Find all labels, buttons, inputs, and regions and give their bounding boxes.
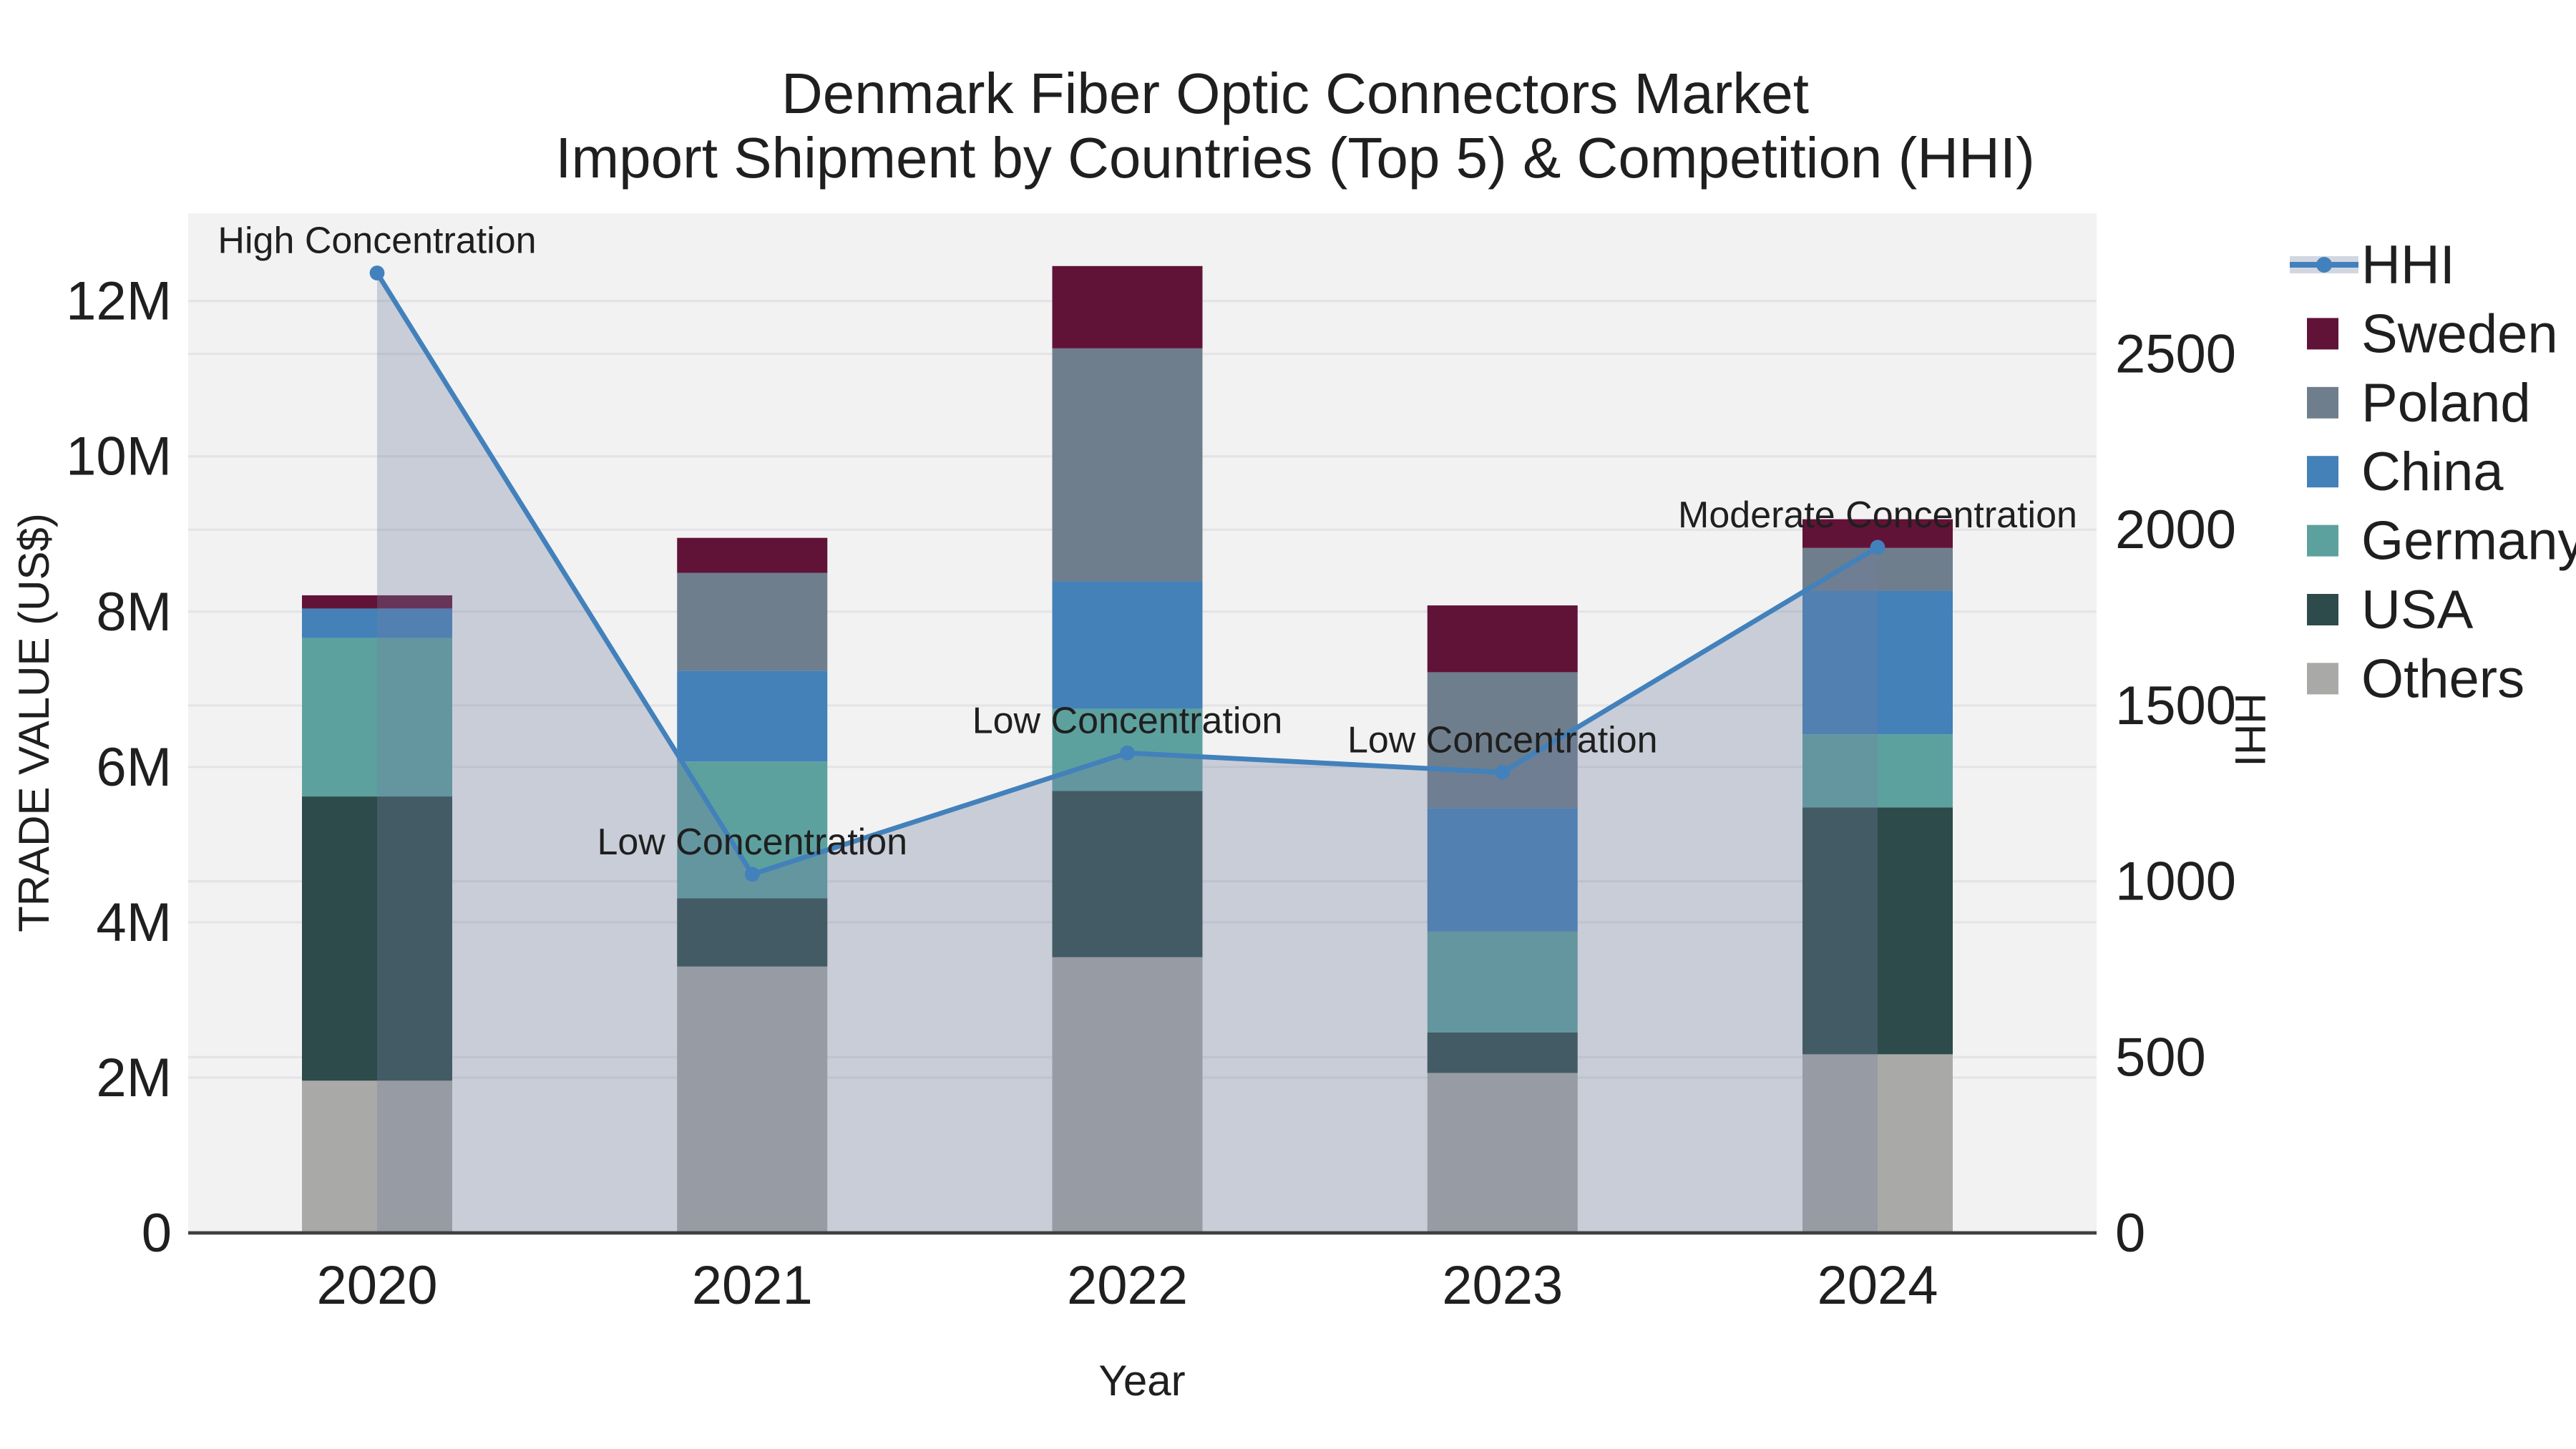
legend-label-hhi: HHI <box>2361 235 2455 296</box>
hhi-marker-2022 <box>1120 745 1135 761</box>
bar-2020-china <box>302 608 452 638</box>
bar-2021-china <box>677 670 828 762</box>
legend-swatch-others <box>2307 663 2338 695</box>
x-tick-2024: 2024 <box>1817 1255 1938 1316</box>
bar-2023-sweden <box>1427 605 1578 673</box>
bar-2022-others <box>1052 957 1203 1233</box>
legend-label-usa: USA <box>2361 580 2474 640</box>
legend-label-others: Others <box>2361 648 2524 709</box>
bar-2024-china <box>1802 590 1953 735</box>
legend-item-others[interactable]: Others <box>2307 648 2524 709</box>
bar-2024-poland <box>1802 547 1953 591</box>
bar-2021-usa <box>677 898 828 967</box>
y-left-axis-title: TRADE VALUE (US$) <box>10 513 58 932</box>
bar-2023-others <box>1427 1073 1578 1233</box>
bar-2022-china <box>1052 581 1203 709</box>
y-left-tick-8M: 8M <box>96 582 172 643</box>
chart-title-line1: Denmark Fiber Optic Connectors Market <box>781 62 1809 125</box>
hhi-marker-2020 <box>369 265 385 280</box>
y-right-tick-2500: 2500 <box>2115 324 2236 385</box>
bar-2021-others <box>677 966 828 1233</box>
bar-2024-others <box>1802 1054 1953 1233</box>
hhi-marker-2024 <box>1870 540 1885 555</box>
legend-item-germany[interactable]: Germany <box>2307 511 2576 572</box>
legend-label-poland: Poland <box>2361 373 2531 434</box>
annotation-2023: Low Concentration <box>1347 719 1658 761</box>
annotation-2020: High Concentration <box>218 220 536 262</box>
hhi-marker-2021 <box>744 867 760 882</box>
legend-label-sweden: Sweden <box>2361 303 2558 364</box>
bar-2022-poland <box>1052 348 1203 582</box>
bar-2021-sweden <box>677 537 828 573</box>
y-right-tick-1500: 1500 <box>2115 675 2236 736</box>
legend-label-germany: Germany <box>2361 511 2576 572</box>
bar-2024-germany <box>1802 734 1953 808</box>
plot-area: High Concentration Low Concentration Low C… <box>188 213 2097 1235</box>
legend-item-poland[interactable]: Poland <box>2307 373 2531 434</box>
x-tick-labels: 2020 2021 2022 2023 2024 <box>316 1255 1938 1316</box>
legend-swatch-poland <box>2307 386 2338 419</box>
legend-item-hhi[interactable]: HHI <box>2290 235 2455 296</box>
x-tick-2020: 2020 <box>316 1255 437 1316</box>
bar-2023-china <box>1427 808 1578 932</box>
legend-swatch-china <box>2307 456 2338 488</box>
legend-swatch-sweden <box>2307 318 2338 350</box>
hhi-marker-2023 <box>1495 764 1511 780</box>
legend-item-china[interactable]: China <box>2307 441 2504 502</box>
bar-2023-usa <box>1427 1032 1578 1073</box>
bar-2022-usa <box>1052 791 1203 957</box>
chart-title-line2: Import Shipment by Countries (Top 5) & C… <box>555 126 2034 190</box>
legend-item-sweden[interactable]: Sweden <box>2307 303 2558 364</box>
y-left-tick-10M: 10M <box>66 426 172 487</box>
y-right-tick-2000: 2000 <box>2115 499 2236 560</box>
y-left-tick-0: 0 <box>142 1203 172 1264</box>
bar-2020-others <box>302 1080 452 1233</box>
legend-swatch-usa <box>2307 594 2338 625</box>
bar-2020-usa <box>302 796 452 1081</box>
y-right-tick-0: 0 <box>2115 1203 2145 1264</box>
legend-hhi-marker-icon <box>2316 257 2332 273</box>
y-right-tick-500: 500 <box>2115 1027 2206 1088</box>
x-tick-2022: 2022 <box>1067 1255 1188 1316</box>
legend-swatch-germany <box>2307 525 2338 557</box>
x-tick-2021: 2021 <box>692 1255 813 1316</box>
y-right-axis-title: HHI <box>2226 693 2274 766</box>
bar-2024-usa <box>1802 807 1953 1055</box>
bar-2020-germany <box>302 638 452 797</box>
annotation-2024: Moderate Concentration <box>1678 494 2077 536</box>
annotations: High Concentration Low Concentration Low C… <box>218 220 2077 863</box>
legend-item-usa[interactable]: USA <box>2307 580 2474 640</box>
y-left-tick-labels: 0 2M 4M 6M 8M 10M 12M <box>66 271 172 1264</box>
stacked-bars <box>302 265 1953 1233</box>
bar-2022-sweden <box>1052 265 1203 348</box>
x-axis-title: Year <box>1098 1357 1185 1405</box>
x-tick-2023: 2023 <box>1442 1255 1563 1316</box>
hhi-markers <box>369 265 1885 882</box>
y-left-tick-6M: 6M <box>96 737 172 798</box>
legend: HHI Sweden Poland China Germany USA Others <box>2290 235 2576 709</box>
y-left-tick-4M: 4M <box>96 892 172 953</box>
bar-2021-poland <box>677 572 828 671</box>
annotation-2021: Low Concentration <box>597 821 907 863</box>
annotation-2022: Low Concentration <box>972 700 1283 741</box>
y-left-tick-12M: 12M <box>66 271 172 332</box>
legend-label-china: China <box>2361 441 2504 502</box>
bar-2023-germany <box>1427 931 1578 1033</box>
bar-2020-sweden <box>302 595 452 609</box>
y-left-tick-2M: 2M <box>96 1048 172 1108</box>
y-right-tick-labels: 0 500 1000 1500 2000 2500 <box>2115 324 2236 1264</box>
y-right-tick-1000: 1000 <box>2115 852 2236 912</box>
